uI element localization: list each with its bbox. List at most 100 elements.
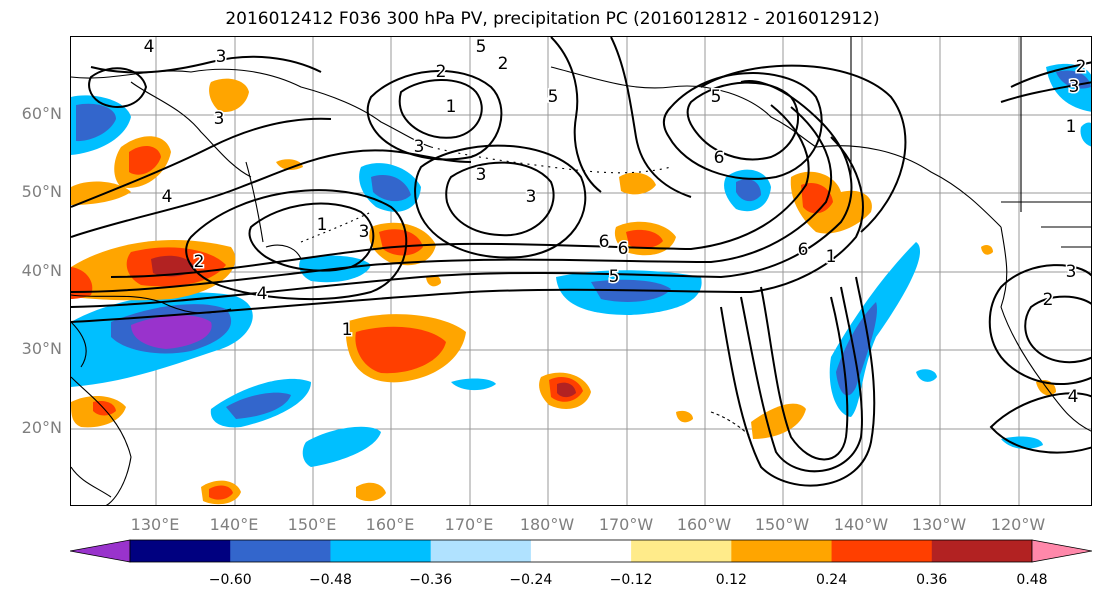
- lon-label: 140°W: [833, 515, 889, 534]
- pv-contour-4: [110, 104, 810, 278]
- colorbar-tick-label: 0.36: [916, 572, 948, 588]
- pv-contour-label: 1: [826, 247, 837, 267]
- pv-contour-label: 1: [317, 215, 328, 235]
- land-borders: [850, 37, 1091, 248]
- pos-anomaly-small-9: [981, 244, 993, 255]
- pv-contour-label: 3: [1066, 262, 1077, 282]
- pv-contour-label: 1: [1066, 117, 1077, 137]
- pv-contour-label: 3: [414, 137, 425, 157]
- colorbar-tick-label: 0.48: [1016, 572, 1048, 588]
- colorbar-tick-label: 0.24: [815, 572, 848, 588]
- pv-contour-label: 2: [194, 252, 205, 272]
- pv-contour-label: 4: [162, 187, 173, 207]
- pv-contour-label: 6: [618, 239, 629, 259]
- neg-anomaly-small-3: [916, 369, 937, 382]
- colorbar-tick-label: −0.60: [208, 572, 252, 588]
- pv-contour-label: 2: [498, 54, 509, 74]
- pv-contour-label: 2: [436, 62, 447, 82]
- colorbar-cell: [330, 540, 432, 562]
- pv-contour-label: 3: [476, 165, 487, 185]
- pv-contour-label: 6: [714, 148, 725, 168]
- pv-contour-bering-low-2: [398, 79, 483, 139]
- pv-contour-east-low-2: [1024, 295, 1091, 364]
- pv-contour-east-low-3: [989, 392, 1091, 454]
- pos-anomaly-170w-core: [626, 229, 663, 249]
- colorbar-extend-high: [1031, 539, 1092, 563]
- colorbar-tick-label: −0.36: [409, 572, 453, 588]
- pos-anomaly-small-6: [276, 159, 303, 170]
- colorbar-tick-label: 0.12: [715, 572, 747, 588]
- pv-contour-north-1: [90, 55, 322, 74]
- coast-china: [71, 376, 132, 505]
- coast-north-america: [1000, 226, 1091, 432]
- pv-contour-2: [71, 80, 853, 308]
- pos-anomaly-central-mid: [355, 326, 446, 374]
- pos-anomaly-hawaii-e: [751, 403, 806, 439]
- neg-anomaly-small-1: [451, 378, 496, 391]
- pv-contour-bering-low: [366, 70, 503, 161]
- colorbar-cell: [530, 540, 632, 562]
- pv-contour-label: 3: [216, 47, 227, 67]
- coast-hokkaido: [265, 244, 302, 260]
- colorbar-extend-low: [70, 539, 131, 563]
- pv-contour-east-low: [988, 264, 1091, 385]
- pos-anomaly-160w-n: [619, 172, 656, 195]
- lon-label: 170°E: [444, 515, 494, 534]
- pos-anomaly-japan-n-core: [151, 255, 196, 277]
- pos-anomaly-gulf-alaska-core: [801, 182, 833, 214]
- pv-contour-label: 1: [342, 320, 353, 340]
- pv-contour-label: 5: [476, 37, 487, 57]
- colorbar-cell: [931, 540, 1033, 562]
- colorbar-cell: [430, 540, 532, 562]
- neg-anomaly-kuril-core: [371, 175, 411, 202]
- pos-anomaly-small-2: [356, 482, 386, 502]
- coast-kamchatka: [130, 81, 252, 178]
- coast-philippines: [71, 466, 112, 498]
- pv-contour-label: 4: [1068, 387, 1079, 407]
- colorbar-tick-label: −0.24: [509, 572, 553, 588]
- pv-contour-central-low: [445, 161, 555, 237]
- pos-anomaly-small-7: [426, 275, 441, 287]
- lon-label: 170°W: [598, 515, 654, 534]
- pv-contour-3: [71, 106, 832, 293]
- pv-contour-central-low-2: [414, 144, 587, 259]
- pv-contour-label: 3: [214, 109, 225, 129]
- pos-anomaly-north-sw: [71, 181, 131, 205]
- pv-contour-north-3: [610, 37, 692, 198]
- pv-contour-label: 5: [711, 87, 722, 107]
- colorbar-cell: [631, 540, 732, 562]
- pv-contour-label: 4: [257, 284, 268, 304]
- colorbar-cell: [130, 540, 231, 562]
- lon-label: 160°W: [676, 515, 732, 534]
- neg-anomaly-small-2: [1001, 436, 1043, 449]
- pv-contour-label: 6: [599, 232, 610, 252]
- pv-contour-label: 5: [609, 267, 620, 287]
- pv-contour-trough: [760, 286, 849, 461]
- pv-contour-label: 6: [798, 240, 809, 260]
- pos-anomaly-kuril-s-core: [379, 229, 423, 256]
- pv-contour-kuril-low: [248, 202, 375, 272]
- pv-contour-kuril-low-2: [185, 189, 408, 301]
- neg-anomaly-alaska-s-core: [736, 179, 761, 202]
- pos-anomaly-subtropic-c-core: [557, 382, 576, 398]
- colorbar-tick-label: −0.12: [609, 572, 653, 588]
- colorbar-cell: [230, 540, 331, 562]
- pv-contour-label: 5: [548, 87, 559, 107]
- pv-contour-label: 3: [526, 187, 537, 207]
- coast-korea: [71, 321, 87, 368]
- pv-contour-label: 1: [446, 97, 457, 117]
- lon-label: 180°W: [519, 515, 575, 534]
- lat-label: 40°N: [21, 261, 62, 280]
- neg-anomaly-small-4: [1080, 122, 1091, 147]
- pos-anomaly-small-5: [676, 410, 693, 423]
- pv-contour-ridge-2: [71, 117, 332, 208]
- pv-contour-ridge: [71, 149, 472, 238]
- pos-anomaly-small-4: [209, 78, 249, 113]
- pv-contour-label: 2: [1076, 57, 1087, 77]
- neg-anomaly-kamchatka-core: [76, 103, 116, 142]
- pv-contour-nw-loop: [88, 67, 148, 108]
- coast-kurils: [300, 211, 372, 243]
- colorbar-cell: [831, 540, 933, 562]
